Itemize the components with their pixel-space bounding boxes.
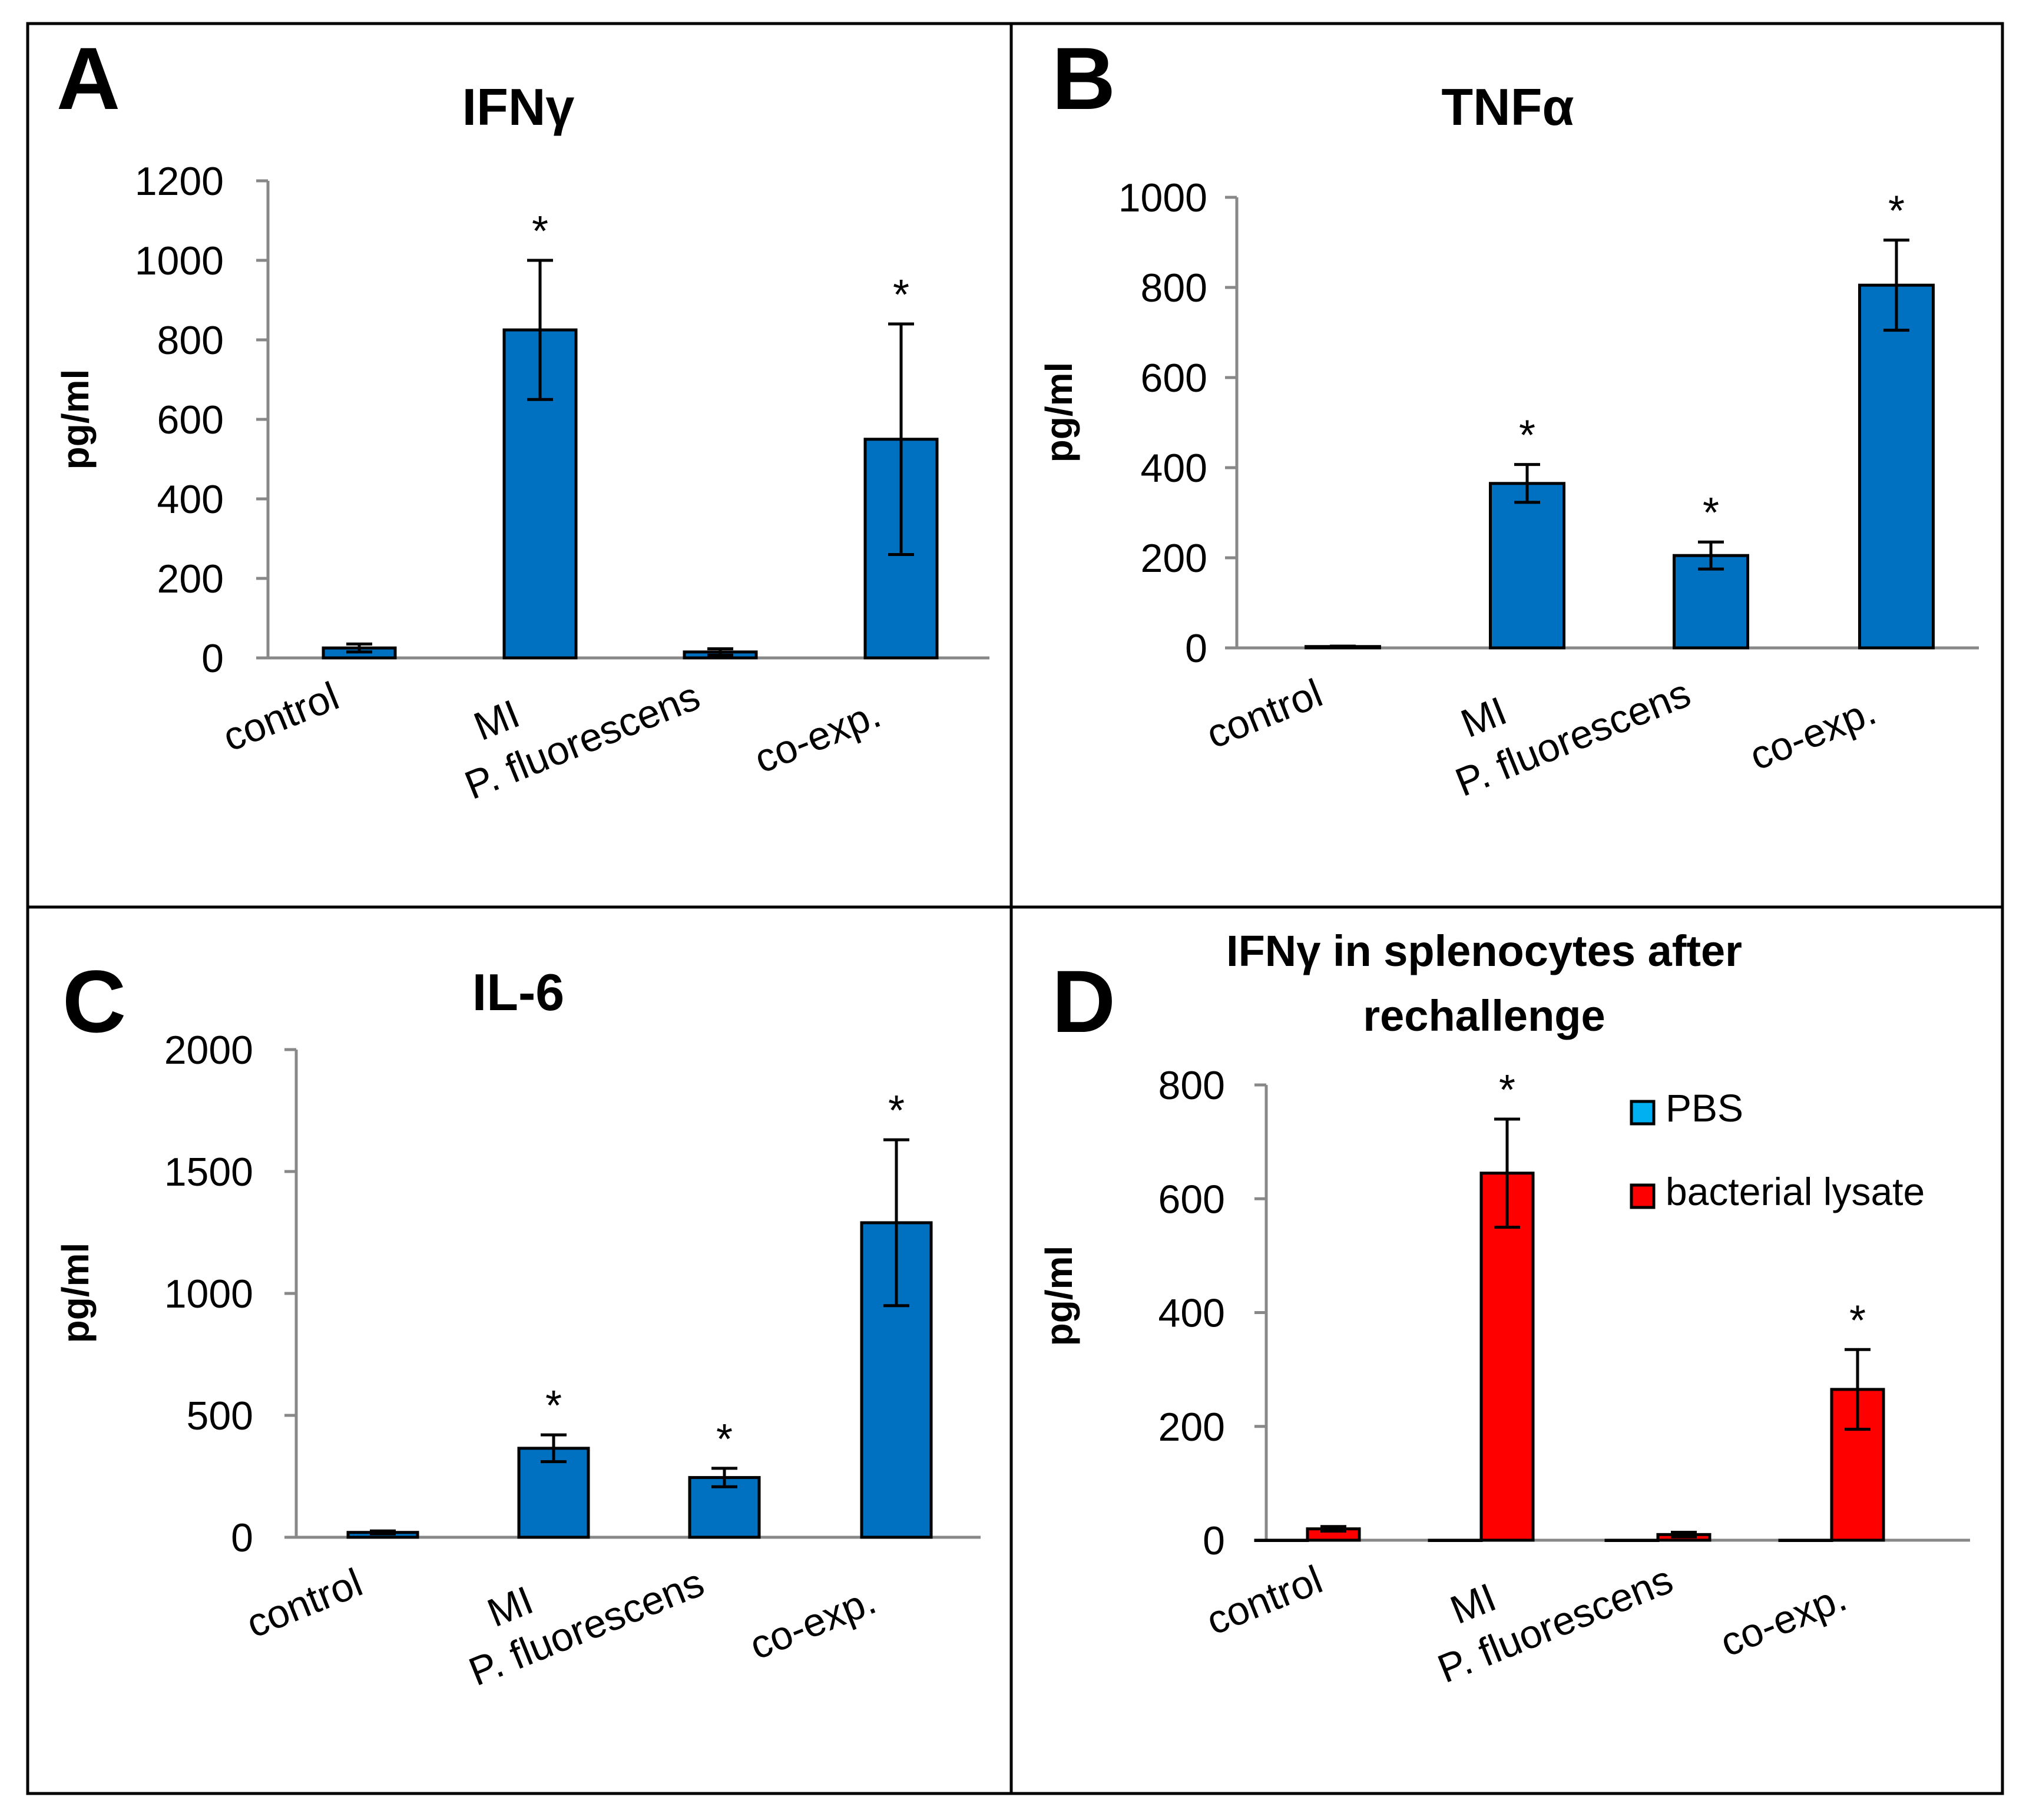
y-tick-label: 200 xyxy=(1141,536,1207,581)
x-tick-label: control xyxy=(1200,670,1329,757)
chart-title-line: rechallenge xyxy=(1363,991,1605,1040)
y-tick-label: 0 xyxy=(1203,1518,1225,1563)
y-tick-label: 200 xyxy=(1158,1405,1225,1450)
significance-marker: * xyxy=(1499,1067,1515,1114)
chart-title-line: IFNγ in splenocytes after xyxy=(1226,926,1742,975)
y-tick-label: 400 xyxy=(1158,1291,1225,1336)
y-tick-label: 500 xyxy=(187,1394,253,1438)
x-tick-label: co-exp. xyxy=(743,1577,882,1668)
y-axis-label: pg/ml xyxy=(1038,362,1080,463)
legend-swatch xyxy=(1630,1183,1656,1209)
y-tick-label: 1000 xyxy=(135,239,224,283)
y-tick-label: 400 xyxy=(1141,446,1207,491)
chart-title: TNFα xyxy=(1441,78,1574,136)
panel-a: A IFNγ 0 200 400 600 800 1000 1200 pg/ml * * control… xyxy=(26,22,1013,909)
legend-label: bacterial lysate xyxy=(1666,1170,1925,1213)
y-tick-label: 1500 xyxy=(164,1150,253,1194)
y-tick-label: 600 xyxy=(1141,356,1207,401)
bar xyxy=(1858,283,1935,650)
panel-label: B xyxy=(1052,29,1115,128)
y-tick-label: 600 xyxy=(157,398,224,442)
panel-d: D IFNγ in splenocytes after rechallenge 0 20… xyxy=(1009,905,2004,1795)
bar xyxy=(1479,1172,1535,1542)
significance-marker: * xyxy=(893,272,909,319)
y-tick-label: 800 xyxy=(157,318,224,363)
significance-marker: * xyxy=(532,208,548,255)
x-tick-label: MI xyxy=(1455,688,1513,746)
y-axis-label: pg/ml xyxy=(54,1243,97,1344)
x-tick-label: co-exp. xyxy=(1743,688,1882,779)
y-tick-label: 0 xyxy=(201,636,224,681)
significance-marker: * xyxy=(1849,1297,1866,1344)
y-tick-label: 400 xyxy=(157,477,224,522)
y-tick-label: 1200 xyxy=(135,159,224,204)
y-tick-label: 1000 xyxy=(1118,176,1207,220)
chart-title: IL-6 xyxy=(472,963,564,1021)
y-tick-label: 200 xyxy=(157,557,224,601)
x-tick-label: control xyxy=(240,1560,369,1646)
x-tick-label: co-exp. xyxy=(748,691,886,782)
x-tick-label: control xyxy=(1200,1557,1329,1643)
significance-marker: * xyxy=(716,1416,733,1463)
y-axis-label: pg/ml xyxy=(1038,1246,1080,1346)
y-tick-label: 800 xyxy=(1141,266,1207,310)
x-tick-label: MI xyxy=(468,691,526,749)
bar xyxy=(1778,1538,1833,1542)
panel-label: A xyxy=(57,29,120,128)
significance-marker: * xyxy=(545,1382,562,1429)
y-tick-label: 2000 xyxy=(164,1028,253,1073)
y-tick-label: 800 xyxy=(1158,1063,1225,1108)
x-tick-label: MI xyxy=(1444,1574,1502,1633)
significance-marker: * xyxy=(1703,489,1719,537)
legend-swatch xyxy=(1630,1100,1656,1126)
y-axis-label: pg/ml xyxy=(54,369,97,470)
panel-frame xyxy=(1009,905,2004,1795)
y-tick-label: 600 xyxy=(1158,1177,1225,1222)
significance-marker: * xyxy=(888,1087,905,1134)
bar xyxy=(1604,1538,1660,1542)
y-tick-label: 1000 xyxy=(164,1272,253,1316)
panel-label: D xyxy=(1052,952,1115,1051)
x-tick-label: control xyxy=(217,673,345,760)
panel-label: C xyxy=(62,952,126,1051)
significance-marker: * xyxy=(1888,188,1905,235)
bar xyxy=(1673,554,1749,650)
chart-title: IFNγ xyxy=(462,78,575,136)
x-tick-label: co-exp. xyxy=(1714,1574,1852,1665)
bar xyxy=(1254,1538,1309,1542)
bar xyxy=(1428,1538,1483,1542)
legend-label: PBS xyxy=(1666,1086,1743,1130)
y-tick-label: 0 xyxy=(1185,626,1207,671)
significance-marker: * xyxy=(1519,412,1535,459)
y-tick-label: 0 xyxy=(231,1515,253,1560)
bar xyxy=(1489,482,1565,650)
